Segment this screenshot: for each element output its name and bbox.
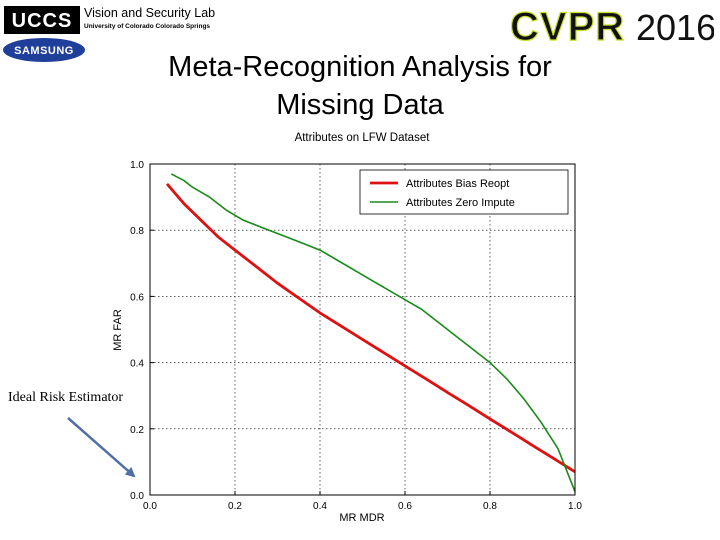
y-tick-label: 0.4 (130, 359, 144, 370)
series-line-1 (165, 182, 576, 473)
x-tick-label: 1.0 (568, 501, 582, 512)
lab-name: Vision and Security Lab (84, 6, 216, 20)
x-tick-label: 0.4 (313, 501, 327, 512)
y-tick-label: 1.0 (130, 160, 144, 171)
cvpr-logo: CVPR 2016 (509, 4, 714, 48)
x-tick-label: 0.6 (398, 501, 412, 512)
tick-layer: 0.0 0.2 0.4 0.6 0.8 1.0 0.0 0.2 0.4 0.6 0.8 1.0 (130, 160, 582, 512)
lab-subtitle: University of Colorado Colorado Springs (84, 23, 211, 30)
annotation-arrow (67, 417, 136, 478)
legend-label: Attributes Zero Impute (406, 197, 515, 209)
y-tick-label: 0.2 (130, 425, 144, 436)
series-layer (165, 173, 576, 492)
x-tick-label: 0.8 (483, 501, 497, 512)
plot-frame (149, 163, 576, 496)
grid-layer (150, 164, 575, 495)
legend-label: Attributes Bias Reopt (406, 178, 509, 190)
samsung-logo: SAMSUNG (3, 38, 85, 62)
uccs-logo: UCCS (4, 6, 80, 34)
x-axis-label: MR MDR (339, 512, 384, 524)
slide-title-line1: Meta-Recognition Analysis for (168, 51, 552, 83)
ideal-risk-annotation: Ideal Risk Estimator (8, 390, 124, 405)
slide-title-line2: Missing Data (276, 89, 444, 121)
chart-title: Attributes on LFW Dataset (295, 132, 431, 144)
samsung-logo-ellipse (3, 38, 85, 62)
x-tick-label: 0.2 (228, 501, 242, 512)
cvpr-logo-text: CVPR (510, 5, 625, 48)
y-axis-label: MR FAR (112, 309, 124, 351)
cvpr-logo-year: 2016 (636, 7, 714, 48)
y-tick-label: 0.8 (130, 226, 144, 237)
chart-legend: Attributes Bias Reopt Attributes Zero Imp… (359, 169, 569, 215)
x-tick-label: 0.0 (143, 501, 157, 512)
slide-title: Meta-Recognition Analysis for Missing Da… (120, 48, 600, 124)
series-line-2 (170, 173, 576, 492)
y-tick-label: 0.6 (130, 292, 144, 303)
samsung-logo-text: SAMSUNG (14, 45, 74, 57)
y-tick-label: 0.0 (130, 491, 144, 502)
uccs-logo-text: UCCS (12, 10, 73, 32)
legend-box (359, 169, 569, 215)
